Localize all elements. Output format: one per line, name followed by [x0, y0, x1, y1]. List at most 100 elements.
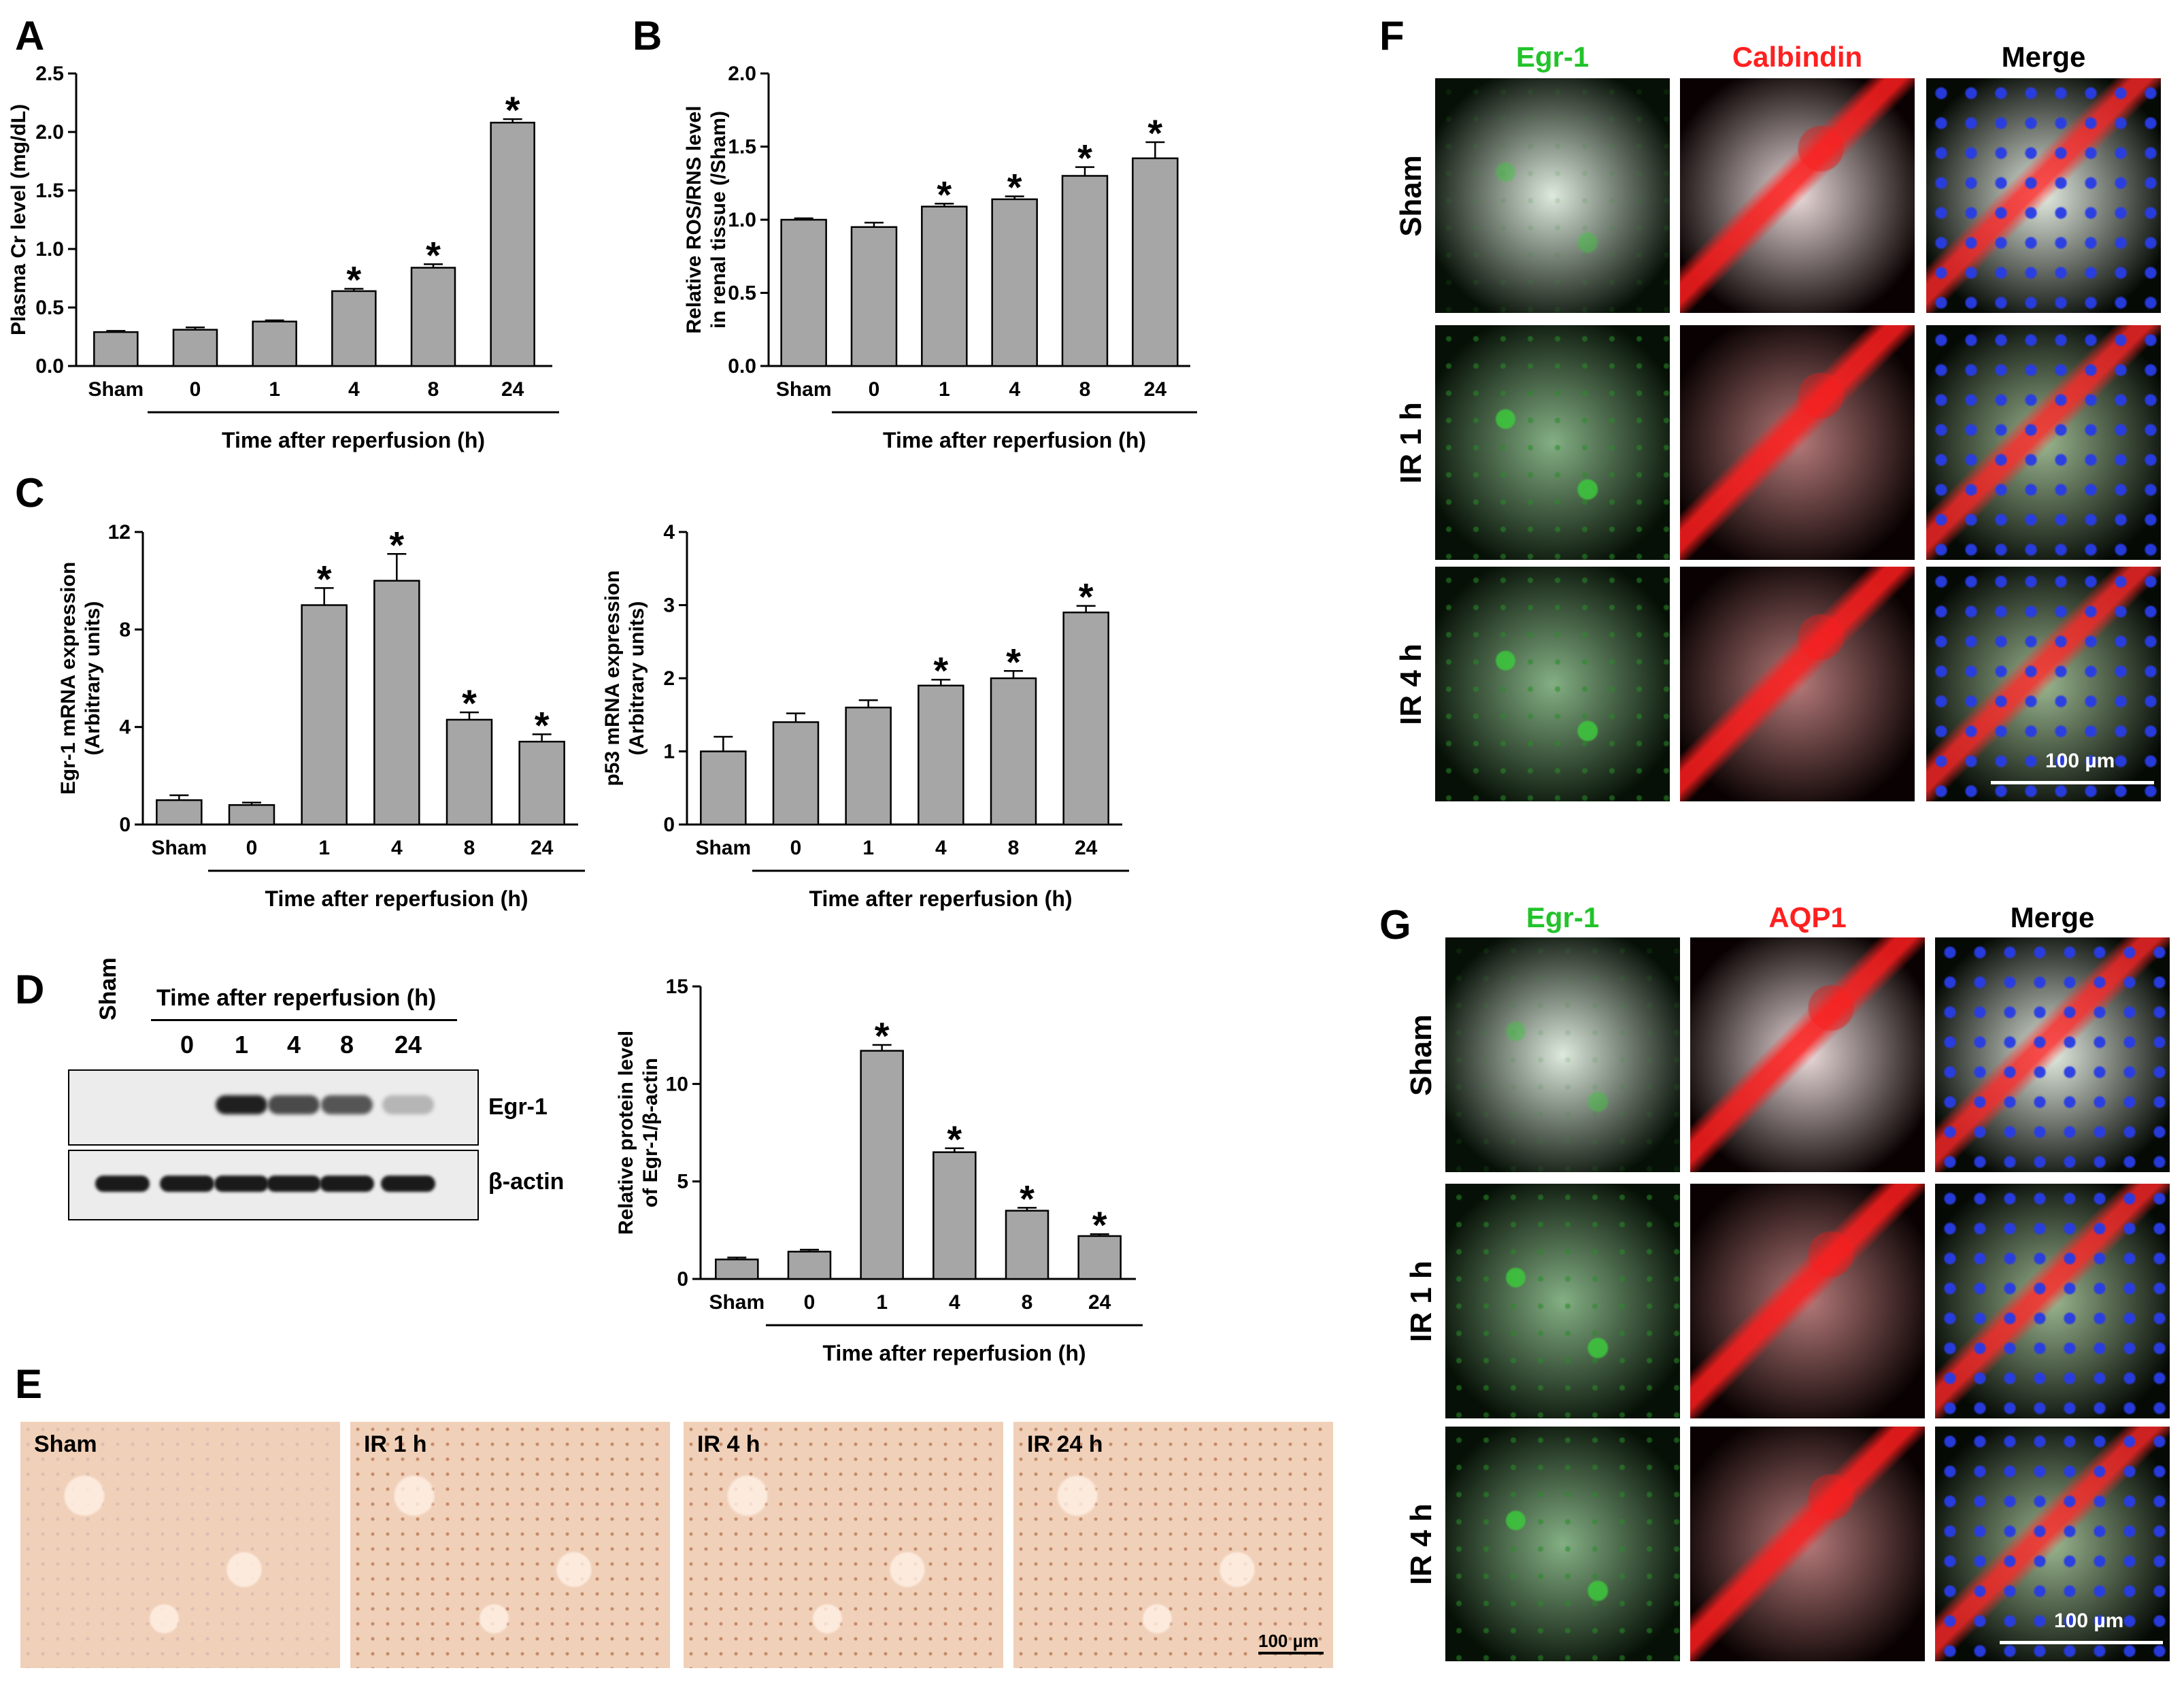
bar [518, 740, 565, 826]
bar [331, 290, 377, 367]
x-tick-label: 8 [1079, 378, 1091, 401]
micrograph-merge [1935, 937, 2170, 1172]
significance-star: * [1147, 112, 1162, 154]
micrograph-green [1445, 1427, 1680, 1661]
y-axis-label-line1: Relative protein level [615, 1031, 637, 1235]
chart-a: 0.0 0.5 1.0 1.5 2.0 2.5 Sham 0 1 * 4 * 8 * 24 Time afte… [7, 63, 559, 452]
micrograph-red [1680, 78, 1915, 313]
bar [772, 721, 820, 826]
row-label: IR 4 h [1394, 643, 1428, 725]
x-tick-label: 0 [246, 837, 258, 859]
y-tick-label: 5 [677, 1171, 688, 1193]
column-label: Merge [2010, 901, 2095, 933]
bar [228, 804, 275, 826]
column-label: Egr-1 [1515, 41, 1590, 73]
blot-lane-label: 0 [180, 1031, 195, 1059]
micrograph-red [1680, 325, 1915, 560]
y-tick-label: 0.5 [728, 282, 756, 305]
significance-star: * [875, 1014, 890, 1057]
x-tick-label: 1 [862, 837, 874, 859]
micrograph-red [1690, 1184, 1925, 1418]
y-tick-label: 0 [677, 1268, 688, 1291]
bar [1005, 1210, 1049, 1280]
x-tick-label: 4 [391, 837, 403, 859]
significance-star: * [1079, 576, 1094, 618]
ihc-scale-label: 100 µm [1258, 1631, 1319, 1651]
y-tick-label: 2 [663, 667, 675, 690]
bar [860, 1050, 904, 1280]
scale-bar-label: 100 µm [2045, 750, 2115, 772]
bar [1132, 157, 1179, 367]
x-tick-label: Sham [88, 378, 144, 401]
bar [787, 1250, 832, 1280]
column-label: Calbindin [1732, 41, 1863, 73]
y-tick-label: 15 [666, 976, 688, 998]
x-tick-label: 1 [269, 378, 280, 401]
blot-lane-label: 1 [234, 1031, 249, 1059]
bar [850, 226, 898, 367]
x-tick-label: 8 [1022, 1291, 1033, 1314]
y-axis-label-line1: Relative ROS/RNS level [683, 105, 705, 333]
micrograph-red [1680, 567, 1915, 801]
micrograph-green [1435, 325, 1670, 560]
significance-star: * [317, 557, 332, 600]
x-tick-label: 8 [464, 837, 475, 859]
x-tick-label: 4 [935, 837, 947, 859]
bar [715, 1259, 759, 1280]
bar [1062, 612, 1109, 826]
bar [93, 331, 139, 367]
x-tick-label: 1 [318, 837, 330, 859]
y-tick-label: 0 [663, 814, 675, 836]
bar [373, 580, 420, 826]
significance-star: * [346, 258, 361, 301]
x-tick-label: 1 [876, 1291, 888, 1314]
egr1-band [268, 1095, 320, 1114]
blot-lane-label: 4 [286, 1031, 301, 1059]
egr1-band [321, 1095, 373, 1114]
significance-star: * [462, 682, 477, 725]
bar [301, 604, 348, 826]
x-axis-label: Time after reperfusion (h) [883, 428, 1146, 452]
x-tick-label: 24 [1088, 1291, 1111, 1314]
row-label: Sham [1394, 154, 1428, 237]
ihc-scale-bar [1258, 1652, 1324, 1654]
micrograph-merge [1935, 1184, 2170, 1418]
significance-star: * [1020, 1177, 1035, 1220]
x-tick-label: 8 [428, 378, 439, 401]
x-tick-label: 4 [1009, 378, 1020, 401]
y-tick-label: 1.5 [728, 136, 756, 159]
bar [1061, 175, 1109, 367]
x-tick-label: 24 [501, 378, 524, 401]
x-tick-label: Sham [776, 378, 832, 401]
panel-letter-g: G [1379, 902, 1411, 948]
y-tick-label: 0 [119, 814, 131, 836]
x-tick-label: Sham [709, 1291, 765, 1314]
y-tick-label: 1.5 [35, 180, 64, 202]
significance-star: * [947, 1118, 962, 1161]
bar [156, 799, 203, 826]
bar [780, 218, 827, 367]
bar [991, 198, 1038, 367]
y-tick-label: 2.0 [35, 121, 64, 144]
significance-star: * [933, 649, 948, 692]
ihc-tile-label: IR 1 h [364, 1431, 427, 1457]
significance-star: * [426, 233, 441, 276]
actin-band [381, 1176, 435, 1192]
scale-bar [2000, 1641, 2163, 1644]
y-axis-label-line2: in renal tissue (/Sham) [707, 111, 730, 329]
x-tick-label: 4 [949, 1291, 960, 1314]
significance-star: * [1092, 1203, 1107, 1246]
bar [921, 205, 968, 367]
x-tick-label: 24 [1075, 837, 1098, 859]
x-tick-label: Sham [695, 837, 751, 859]
x-tick-label: 0 [804, 1291, 816, 1314]
bar [1077, 1235, 1122, 1280]
row-label: Sham [1405, 1014, 1438, 1096]
significance-star: * [389, 523, 404, 566]
significance-star: * [535, 703, 550, 746]
ihc-tile-label: Sham [34, 1431, 97, 1457]
row-label: IR 1 h [1394, 401, 1428, 484]
y-tick-label: 0.5 [35, 297, 64, 319]
scale-bar [1991, 781, 2154, 784]
